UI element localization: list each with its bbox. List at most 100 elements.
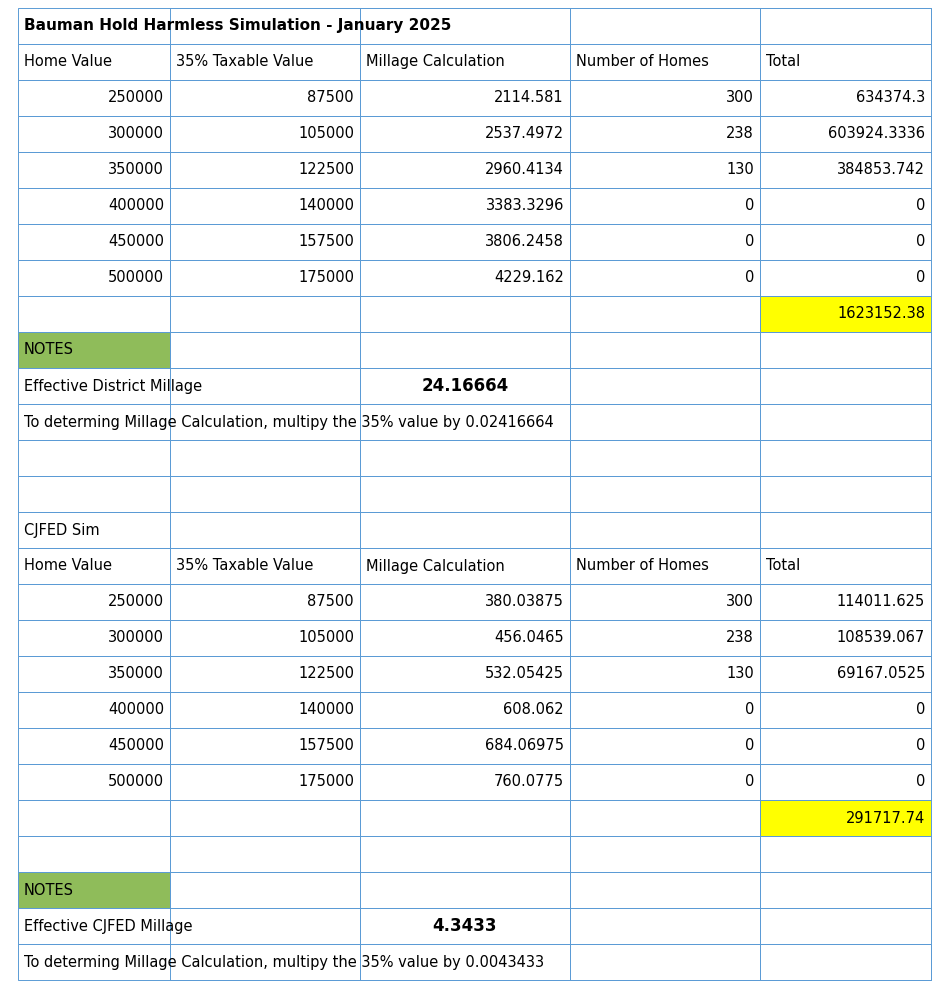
- Bar: [18, 8, 931, 44]
- Bar: [570, 872, 760, 908]
- Bar: [760, 728, 931, 764]
- Text: 350000: 350000: [108, 162, 164, 178]
- Bar: [360, 476, 570, 512]
- Bar: [570, 728, 760, 764]
- Bar: [18, 80, 170, 116]
- Text: 0: 0: [744, 738, 754, 754]
- Bar: [360, 764, 570, 800]
- Bar: [360, 728, 570, 764]
- Bar: [760, 584, 931, 620]
- Bar: [18, 944, 931, 980]
- Text: 122500: 122500: [298, 667, 354, 682]
- Bar: [760, 296, 931, 332]
- Text: CJFED Sim: CJFED Sim: [24, 523, 100, 537]
- Text: 0: 0: [744, 271, 754, 286]
- Text: 69167.0525: 69167.0525: [837, 667, 925, 682]
- Bar: [18, 764, 170, 800]
- Bar: [170, 440, 360, 476]
- Bar: [570, 80, 760, 116]
- Bar: [18, 8, 931, 44]
- Bar: [170, 332, 360, 368]
- Text: 114011.625: 114011.625: [837, 595, 925, 610]
- Bar: [170, 260, 360, 296]
- Bar: [18, 332, 170, 368]
- Bar: [360, 620, 570, 656]
- Bar: [18, 620, 170, 656]
- Bar: [360, 116, 570, 152]
- Text: 300: 300: [726, 91, 754, 106]
- Bar: [360, 620, 570, 656]
- Bar: [570, 620, 760, 656]
- Bar: [170, 872, 360, 908]
- Bar: [360, 404, 570, 440]
- Text: 130: 130: [726, 162, 754, 178]
- Bar: [170, 656, 360, 692]
- Bar: [18, 908, 360, 944]
- Bar: [18, 116, 170, 152]
- Bar: [170, 548, 360, 584]
- Text: 456.0465: 456.0465: [494, 630, 564, 645]
- Text: 157500: 157500: [298, 234, 354, 250]
- Text: 300: 300: [726, 595, 754, 610]
- Bar: [360, 728, 570, 764]
- Bar: [570, 512, 760, 548]
- Text: 24.16664: 24.16664: [421, 377, 509, 395]
- Bar: [18, 836, 170, 872]
- Text: 4.3433: 4.3433: [432, 917, 498, 935]
- Bar: [170, 944, 360, 980]
- Bar: [360, 44, 570, 80]
- Bar: [360, 872, 570, 908]
- Text: 87500: 87500: [307, 91, 354, 106]
- Bar: [570, 584, 760, 620]
- Text: 400000: 400000: [108, 702, 164, 717]
- Text: 105000: 105000: [298, 126, 354, 141]
- Bar: [760, 728, 931, 764]
- Bar: [570, 872, 760, 908]
- Bar: [18, 800, 170, 836]
- Text: 0: 0: [744, 199, 754, 213]
- Bar: [170, 728, 360, 764]
- Text: 175000: 175000: [298, 271, 354, 286]
- Bar: [570, 908, 760, 944]
- Bar: [170, 368, 360, 404]
- Text: 350000: 350000: [108, 667, 164, 682]
- Bar: [760, 548, 931, 584]
- Bar: [760, 548, 931, 584]
- Bar: [760, 404, 931, 440]
- Bar: [18, 548, 170, 584]
- Bar: [570, 224, 760, 260]
- Text: 291717.74: 291717.74: [846, 810, 925, 826]
- Bar: [360, 188, 570, 224]
- Bar: [570, 764, 760, 800]
- Bar: [360, 116, 570, 152]
- Bar: [760, 800, 931, 836]
- Bar: [170, 512, 360, 548]
- Text: Number of Homes: Number of Homes: [576, 54, 709, 69]
- Bar: [170, 8, 360, 44]
- Bar: [760, 44, 931, 80]
- Bar: [360, 368, 570, 404]
- Text: 35% Taxable Value: 35% Taxable Value: [176, 558, 314, 573]
- Bar: [760, 188, 931, 224]
- Bar: [18, 476, 170, 512]
- Text: 532.05425: 532.05425: [485, 667, 564, 682]
- Text: 450000: 450000: [108, 738, 164, 754]
- Bar: [170, 152, 360, 188]
- Bar: [170, 188, 360, 224]
- Bar: [18, 692, 170, 728]
- Text: 108539.067: 108539.067: [837, 630, 925, 645]
- Bar: [360, 152, 570, 188]
- Bar: [360, 908, 570, 944]
- Bar: [170, 80, 360, 116]
- Bar: [570, 332, 760, 368]
- Bar: [760, 476, 931, 512]
- Bar: [570, 800, 760, 836]
- Bar: [760, 44, 931, 80]
- Bar: [760, 584, 931, 620]
- Text: Millage Calculation: Millage Calculation: [366, 558, 504, 573]
- Text: 122500: 122500: [298, 162, 354, 178]
- Text: Home Value: Home Value: [24, 54, 112, 69]
- Bar: [570, 152, 760, 188]
- Text: Total: Total: [766, 54, 800, 69]
- Bar: [760, 656, 931, 692]
